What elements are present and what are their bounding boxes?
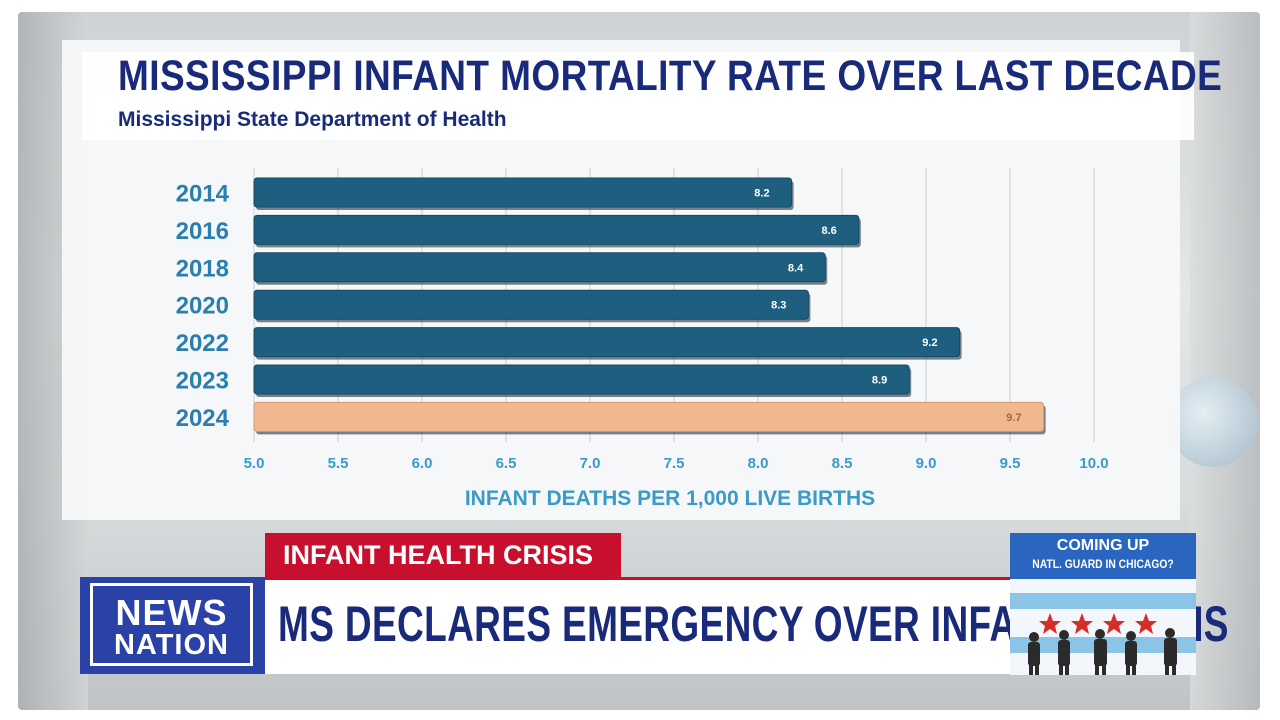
chicago-flag-soldiers-image — [1010, 579, 1196, 675]
bar — [253, 252, 826, 283]
bar — [253, 401, 1045, 432]
bar — [253, 214, 860, 245]
network-logo: NEWS NATION — [80, 577, 265, 674]
coming-up-label: COMING UP — [1056, 537, 1150, 554]
y-category-label: 2024 — [176, 405, 230, 432]
x-tick-label: 10.0 — [1079, 455, 1108, 472]
bar-value-label: 8.6 — [822, 225, 837, 237]
star-icon — [1039, 613, 1157, 634]
x-tick-label: 6.0 — [412, 455, 433, 472]
y-category-label: 2022 — [176, 330, 229, 357]
bar — [253, 327, 961, 358]
x-tick-label: 8.0 — [748, 455, 769, 472]
bar — [253, 364, 910, 395]
background-bubble — [1168, 377, 1258, 467]
y-category-label: 2023 — [176, 368, 229, 395]
x-tick-label: 6.5 — [496, 455, 517, 472]
coming-up-box: COMING UP NATL. GUARD IN CHICAGO? — [1010, 533, 1196, 675]
coming-up-text: NATL. GUARD IN CHICAGO? — [1032, 557, 1174, 571]
soldier-silhouettes-icon — [1028, 628, 1177, 675]
bar — [253, 177, 793, 208]
network-logo-line2: NATION — [113, 629, 229, 661]
x-tick-label: 7.0 — [580, 455, 601, 472]
y-category-label: 2018 — [176, 255, 229, 282]
lower-third-accent-line — [265, 577, 1110, 580]
chart-title: MISSISSIPPI INFANT MORTALITY RATE OVER L… — [118, 52, 1223, 100]
coming-up-header: COMING UP NATL. GUARD IN CHICAGO? — [1010, 533, 1196, 579]
bar — [253, 289, 809, 320]
background-blur-right — [1190, 12, 1260, 710]
network-logo-border: NEWS NATION — [90, 583, 253, 666]
x-axis-label: INFANT DEATHS PER 1,000 LIVE BIRTHS — [465, 487, 875, 510]
bar-value-label: 8.4 — [788, 262, 804, 274]
network-logo-line1: NEWS — [115, 592, 228, 633]
x-tick-label: 5.5 — [328, 455, 349, 472]
bar-value-label: 8.9 — [872, 375, 887, 387]
bar-value-label: 9.2 — [922, 337, 937, 349]
bar-value-label: 8.2 — [754, 188, 769, 200]
x-tick-label: 5.0 — [244, 455, 265, 472]
x-tick-label: 9.5 — [1000, 455, 1021, 472]
x-tick-label: 8.5 — [832, 455, 853, 472]
y-category-label: 2020 — [176, 293, 229, 320]
y-category-label: 2016 — [176, 218, 229, 245]
segment-tag: INFANT HEALTH CRISIS — [265, 533, 621, 577]
x-tick-label: 9.0 — [916, 455, 937, 472]
bar-value-label: 9.7 — [1006, 412, 1021, 424]
x-tick-label: 7.5 — [664, 455, 685, 472]
chart-subtitle: Mississippi State Department of Health — [118, 108, 507, 131]
chart-title-band — [82, 52, 1194, 140]
y-category-label: 2014 — [176, 181, 230, 208]
bar-chart: 5.0 5.5 6.0 6.5 7.0 7.5 8.0 8.5 9.0 9.5 10.0 8.2 201… — [176, 168, 1109, 510]
bar-value-label: 8.3 — [771, 300, 786, 312]
